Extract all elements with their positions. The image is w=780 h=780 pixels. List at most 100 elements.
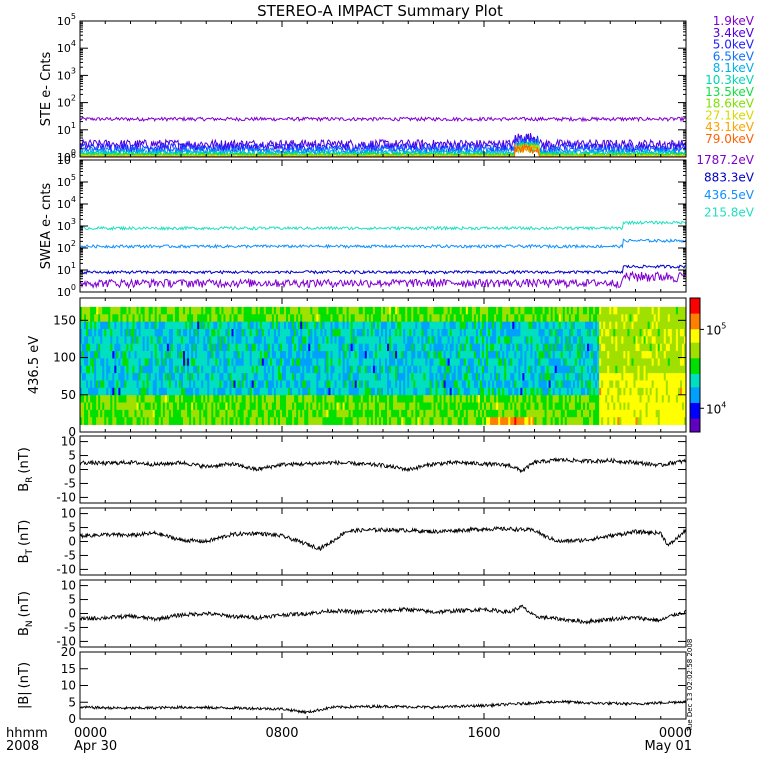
heatmap-cell [560, 314, 564, 323]
heatmap-cell [106, 387, 109, 396]
heatmap-cell [158, 387, 162, 396]
heatmap-cell [403, 351, 406, 359]
heatmap-cell [120, 343, 123, 352]
heatmap-cell [391, 328, 394, 337]
heatmap-cell [486, 409, 489, 418]
heatmap-cell [253, 365, 257, 374]
heatmap-cell [296, 380, 299, 389]
heatmap-cell [475, 351, 479, 359]
heatmap-cell [282, 373, 285, 381]
heatmap-cell [344, 417, 348, 425]
heatmap-cell [393, 417, 396, 425]
heatmap-cell [150, 380, 154, 389]
heatmap-cell [560, 351, 564, 359]
heatmap-cell [429, 358, 432, 367]
heatmap-cell [411, 336, 414, 345]
heatmap-cell [607, 358, 610, 367]
heatmap-cell [269, 409, 273, 418]
heatmap-cell [552, 351, 556, 359]
heatmap-cell [340, 314, 343, 323]
heatmap-cell [374, 321, 378, 330]
heatmap-cell [393, 351, 396, 359]
heatmap-cell [617, 343, 620, 352]
heatmap-cell [552, 409, 556, 418]
heatmap-cell [152, 409, 156, 418]
heatmap-cell [437, 321, 440, 330]
heatmap-cell [90, 314, 93, 323]
heatmap-cell [645, 380, 649, 389]
heatmap-cell [209, 402, 212, 411]
heatmap-cell [332, 314, 335, 323]
heatmap-cell [128, 417, 131, 425]
heatmap-cell [459, 365, 463, 374]
heatmap-cell [334, 409, 337, 418]
heatmap-cell [625, 358, 628, 367]
heatmap-cell [455, 402, 459, 411]
y-tick-exponent: 0 [71, 283, 76, 292]
heatmap-cell [296, 351, 299, 359]
heatmap-cell [330, 373, 333, 381]
heatmap-cell [508, 328, 511, 337]
heatmap-cell [233, 336, 236, 345]
heatmap-cell [98, 373, 101, 381]
heatmap-cell [419, 395, 422, 403]
heatmap-cell [275, 321, 279, 330]
heatmap-cell [643, 314, 646, 323]
heatmap-cell [94, 373, 97, 381]
heatmap-cell [376, 328, 380, 337]
heatmap-cell [336, 380, 339, 389]
heatmap-cell [498, 395, 501, 403]
heatmap-cell [243, 402, 247, 411]
heatmap-cell [90, 321, 93, 330]
heatmap-cell [132, 351, 135, 359]
heatmap-cell [199, 380, 202, 389]
heatmap-cell [168, 358, 172, 367]
heatmap-cell [496, 358, 499, 367]
heatmap-cell [387, 365, 390, 374]
heatmap-cell [88, 336, 91, 345]
heatmap-cell [233, 380, 236, 389]
heatmap-cell [340, 380, 343, 389]
heatmap-cell [631, 314, 634, 323]
heatmap-cell [421, 314, 424, 323]
heatmap-cell [591, 321, 594, 330]
heatmap-cell [193, 395, 196, 403]
heatmap-cell [150, 395, 154, 403]
heatmap-cell [631, 402, 634, 411]
heatmap-cell [207, 306, 210, 315]
heatmap-cell [209, 387, 212, 396]
heatmap-cell [322, 380, 325, 389]
heatmap-cell [162, 387, 166, 396]
heatmap-cell [621, 358, 624, 367]
heatmap-cell [235, 314, 238, 323]
heatmap-cell [174, 373, 178, 381]
heatmap-cell [484, 343, 487, 352]
heatmap-cell [110, 351, 113, 359]
heatmap-cell [288, 380, 291, 389]
heatmap-cell [465, 365, 469, 374]
heatmap-cell [385, 387, 388, 396]
heatmap-cell [128, 321, 131, 330]
heatmap-cell [358, 387, 362, 396]
heatmap-cell [397, 358, 400, 367]
heatmap-cell [106, 395, 109, 403]
heatmap-cell [183, 321, 186, 330]
heatmap-cell [651, 387, 655, 396]
heatmap-cell [570, 365, 574, 374]
heatmap-cell [130, 395, 133, 403]
heatmap-cell [134, 409, 137, 418]
heatmap-cell [88, 351, 91, 359]
heatmap-cell [552, 387, 556, 396]
heatmap-cell [514, 380, 517, 389]
heatmap-cell [469, 402, 473, 411]
heatmap-cell [368, 365, 372, 374]
heatmap-cell [292, 417, 295, 425]
heatmap-cell [439, 402, 442, 411]
heatmap-cell [457, 314, 461, 323]
heatmap-cell [122, 402, 125, 411]
heatmap-cell [481, 314, 485, 323]
heatmap-cell [471, 387, 475, 396]
heatmap-cell [326, 395, 329, 403]
heatmap-cell [562, 395, 566, 403]
heatmap-cell [611, 358, 614, 367]
